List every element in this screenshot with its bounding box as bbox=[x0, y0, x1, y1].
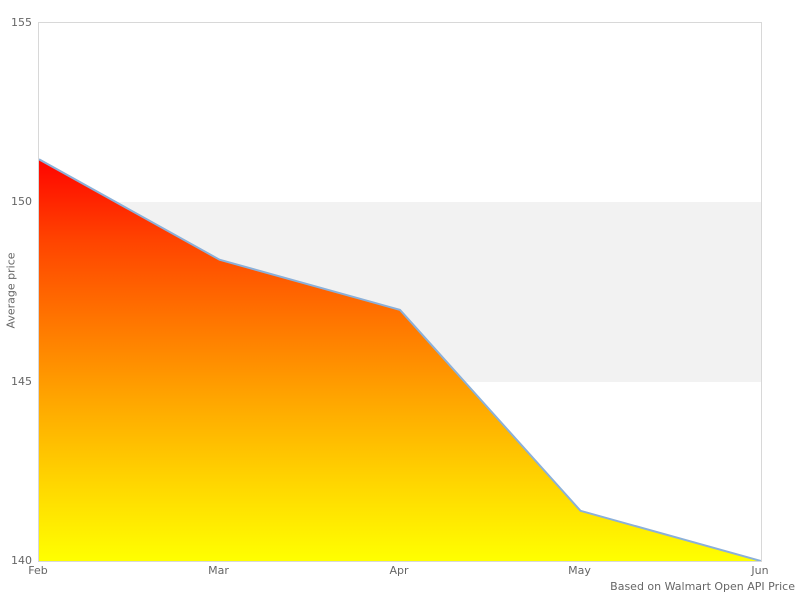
x-tick-label: Jun bbox=[751, 564, 769, 577]
credits-label: Based on Walmart Open API Price bbox=[610, 580, 795, 593]
y-axis-title: Average price bbox=[4, 252, 18, 329]
series-line bbox=[39, 158, 761, 561]
plot-area bbox=[38, 22, 762, 562]
x-tick-label: Mar bbox=[208, 564, 229, 577]
y-tick-label: 145 bbox=[11, 374, 32, 388]
y-tick-label: 140 bbox=[11, 554, 32, 567]
y-tick-label: 150 bbox=[11, 195, 32, 209]
x-tick-label: Apr bbox=[389, 564, 409, 577]
y-tick-label: 155 bbox=[11, 16, 32, 29]
average-price-series bbox=[39, 158, 761, 561]
x-tick-label: Feb bbox=[28, 564, 48, 577]
x-tick-label: May bbox=[568, 564, 591, 577]
